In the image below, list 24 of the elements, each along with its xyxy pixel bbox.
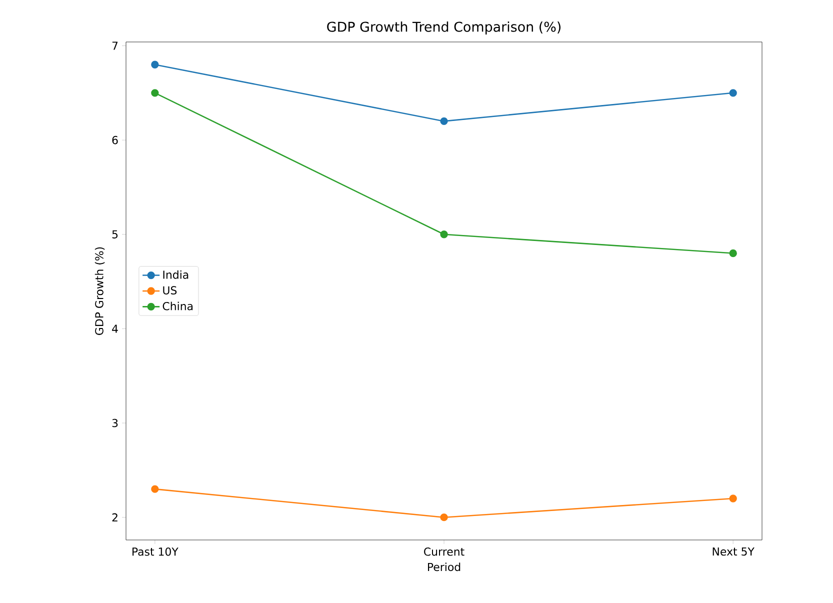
point xyxy=(440,514,448,522)
y-axis-title: GDP Growth (%) xyxy=(94,247,105,335)
y-tick-label: 5 xyxy=(112,230,118,238)
y-tick-label: 6 xyxy=(112,136,118,144)
point xyxy=(729,89,737,97)
x-axis-title: Period xyxy=(428,562,460,572)
y-tick-label: 7 xyxy=(112,42,118,50)
point xyxy=(151,485,159,493)
x-tick-label: Past 10Y xyxy=(132,548,178,556)
point xyxy=(729,494,737,502)
point xyxy=(729,249,737,258)
x-tick-label: Next 5Y xyxy=(712,548,754,556)
legend-label: China xyxy=(162,302,193,310)
legend-label: India xyxy=(163,270,188,279)
y-tick-label: 2 xyxy=(112,513,118,522)
legend-label: US xyxy=(163,286,177,294)
x-tick-label: Current xyxy=(424,548,464,556)
y-tick-label: 3 xyxy=(112,418,118,428)
point xyxy=(151,60,159,68)
point xyxy=(151,89,159,97)
chart-title: GDP Growth Trend Comparison (%) xyxy=(327,21,560,34)
y-tick-label: 4 xyxy=(112,324,118,333)
point xyxy=(440,230,448,238)
point xyxy=(440,117,448,126)
